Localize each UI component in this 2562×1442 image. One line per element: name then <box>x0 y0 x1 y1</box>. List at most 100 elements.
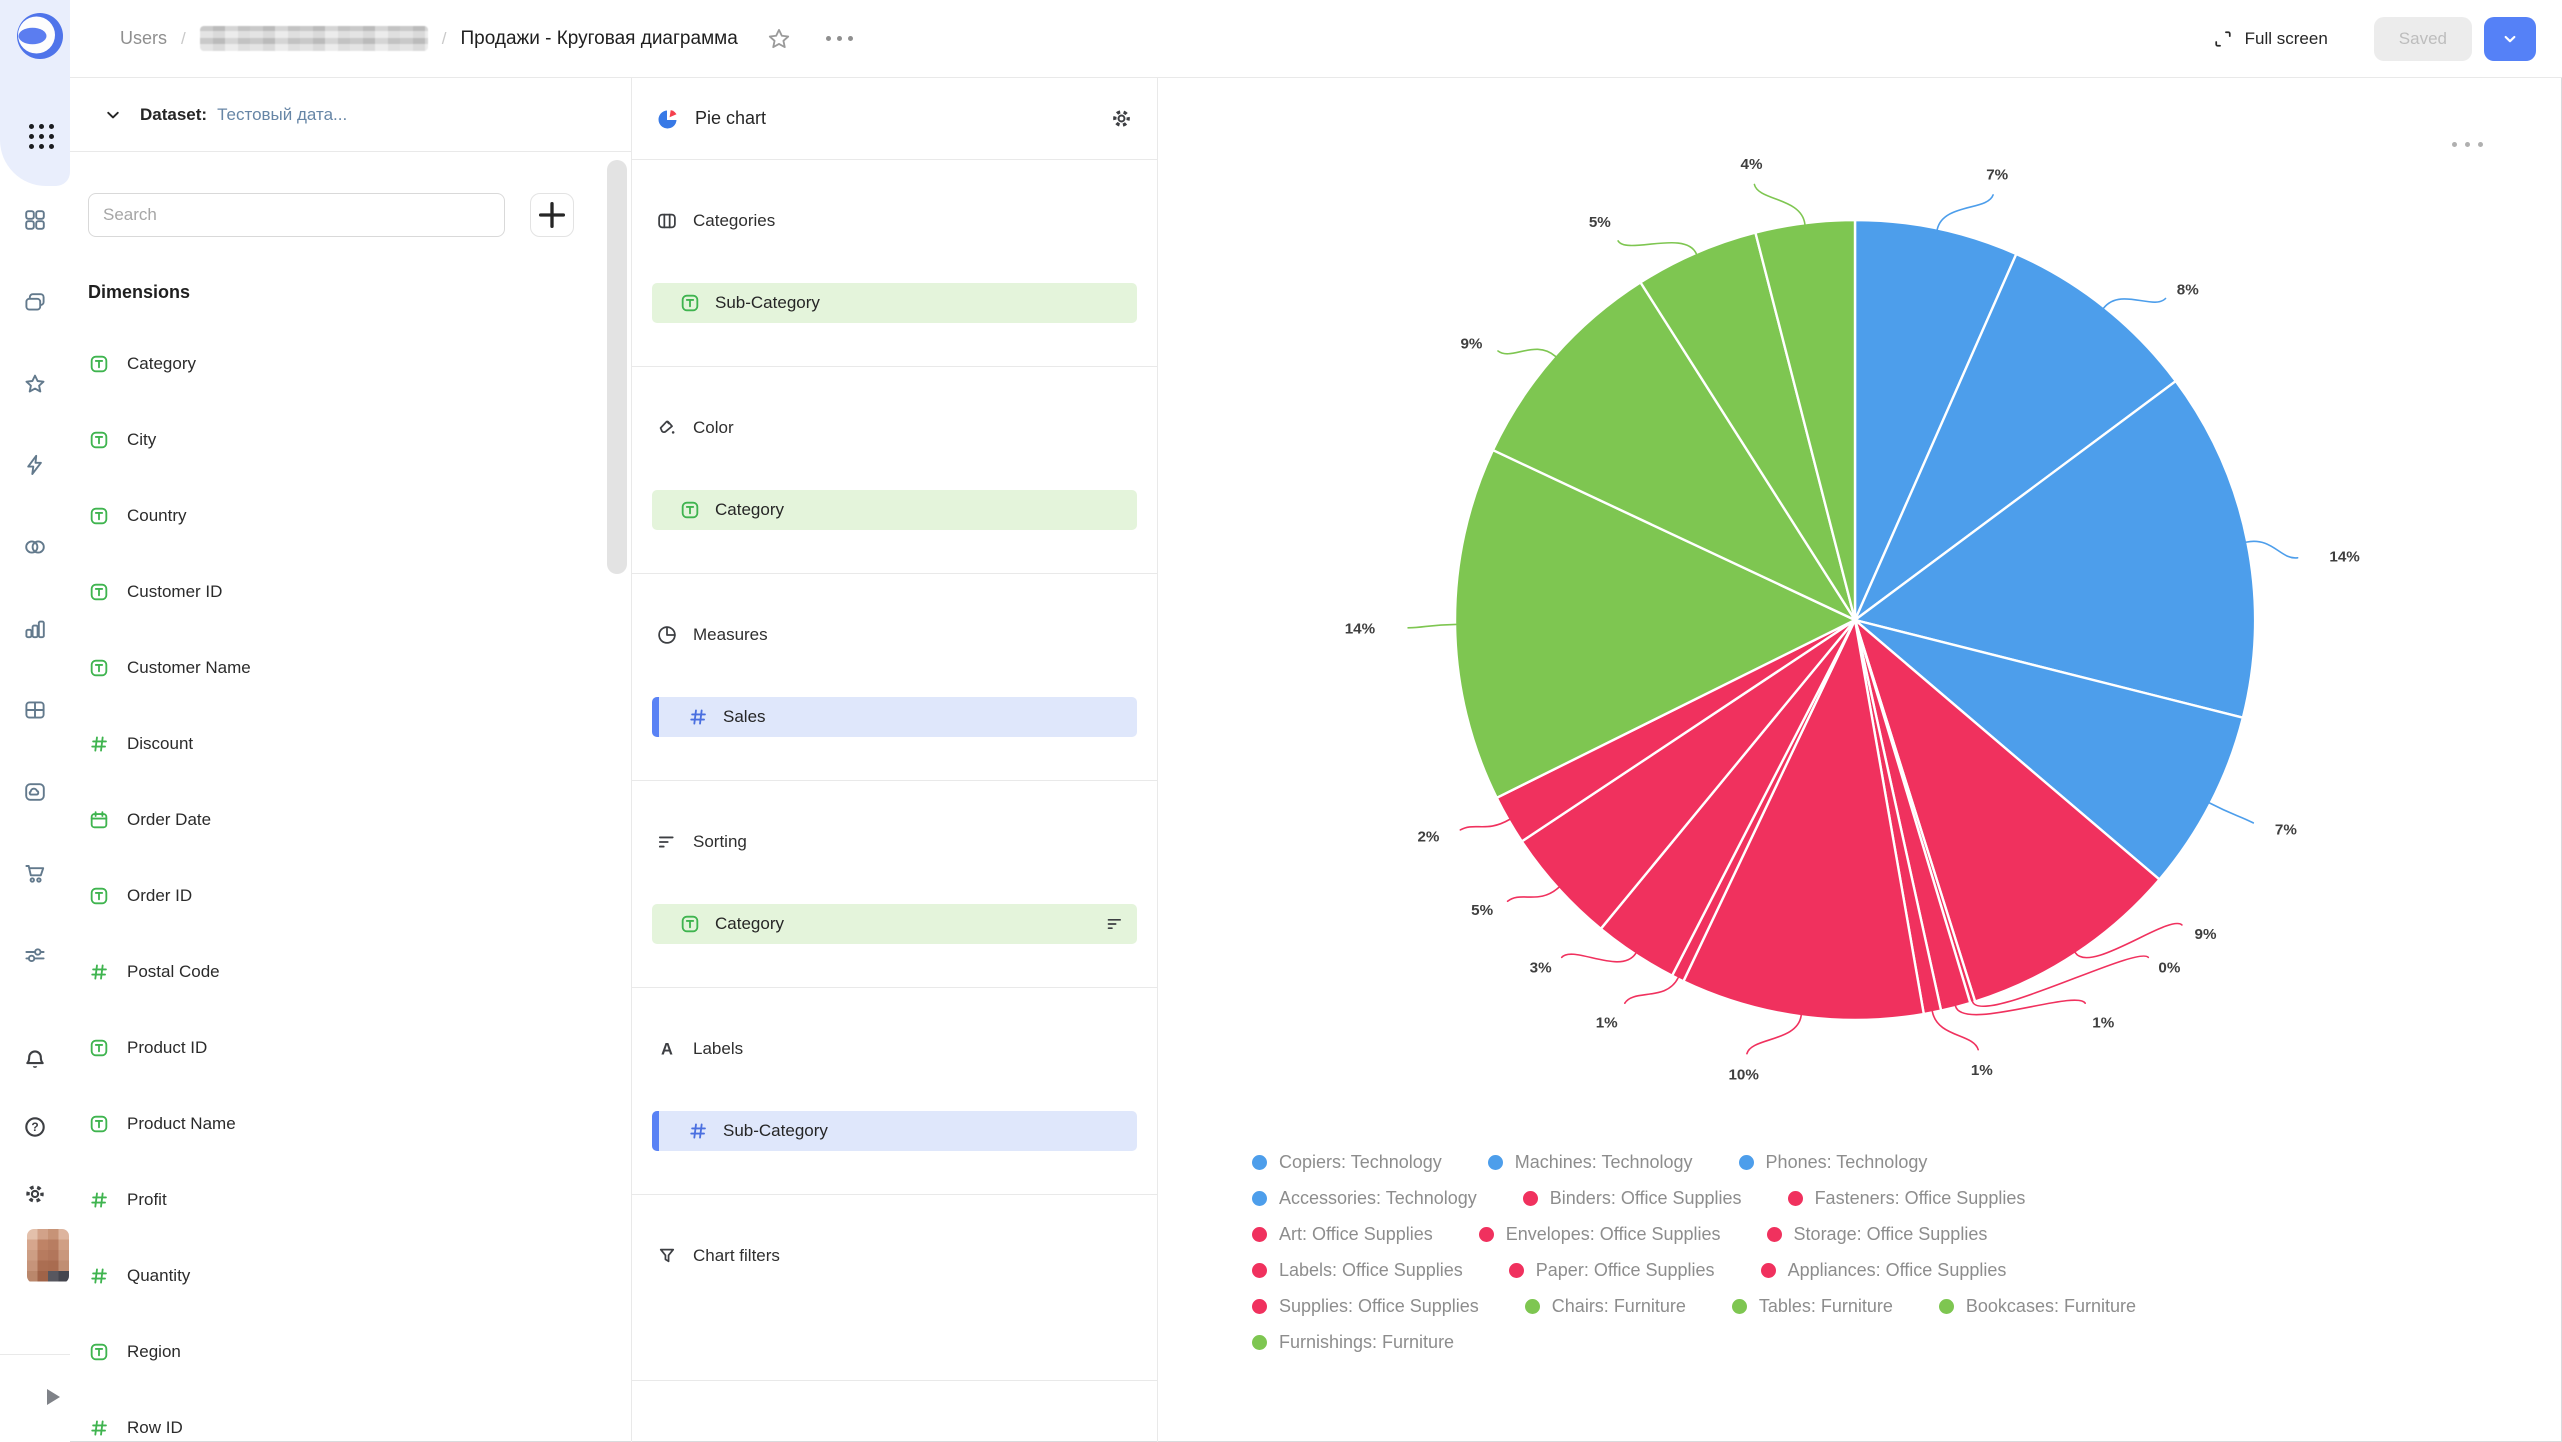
chart-config-panel: Pie chart Categories Sub-Category Color Cat… <box>632 78 1158 1442</box>
legend-item-tables[interactable]: Tables: Furniture <box>1731 1296 1893 1317</box>
legend-item-binders[interactable]: Binders: Office Supplies <box>1522 1188 1742 1209</box>
legend-dot-icon <box>1252 1190 1267 1206</box>
legend-item-supplies[interactable]: Supplies: Office Supplies <box>1252 1296 1479 1317</box>
sidebar-item-sliders-icon[interactable] <box>23 943 47 967</box>
legend-item-envelopes[interactable]: Envelopes: Office Supplies <box>1478 1224 1721 1245</box>
chart-menu-icon[interactable] <box>2452 142 2483 147</box>
dataset-field-country[interactable]: Country <box>88 504 187 528</box>
section-header: Measures <box>656 624 768 646</box>
section-header: Sorting <box>656 831 747 853</box>
legend-item-chairs[interactable]: Chairs: Furniture <box>1524 1296 1686 1317</box>
sidebar-help-icon[interactable]: ? <box>23 1115 47 1139</box>
percent-label-copiers: 7% <box>1986 167 2008 184</box>
number-field-icon <box>88 1265 110 1287</box>
dataset-field-city[interactable]: City <box>88 428 156 452</box>
sidebar-item-grid-icon[interactable] <box>23 208 47 232</box>
sort-order-icon[interactable] <box>1105 914 1125 934</box>
chevron-down-icon <box>2500 29 2520 49</box>
add-field-button[interactable] <box>530 193 574 237</box>
pie-chart-type-icon[interactable] <box>656 107 680 131</box>
legend-item-appliances[interactable]: Appliances: Office Supplies <box>1760 1260 2006 1281</box>
title-menu-icon[interactable] <box>825 36 853 41</box>
dataset-field-profit[interactable]: Profit <box>88 1188 167 1212</box>
legend-item-paper[interactable]: Paper: Office Supplies <box>1508 1260 1715 1281</box>
dataset-field-postal-code[interactable]: Postal Code <box>88 960 220 984</box>
columns-icon <box>656 210 678 232</box>
dataset-field-customer-name[interactable]: Customer Name <box>88 656 251 680</box>
dataset-field-discount[interactable]: Discount <box>88 732 193 756</box>
favorite-star-icon[interactable] <box>766 26 792 52</box>
chart-settings-gear-icon[interactable] <box>1110 107 1133 130</box>
config-section-chart-filters: Chart filters <box>632 1195 1157 1381</box>
legend-item-copiers[interactable]: Copiers: Technology <box>1252 1152 1442 1173</box>
sidebar-item-bar-chart-icon[interactable] <box>23 617 47 641</box>
field-pill-sub-category[interactable]: Sub-Category <box>652 1111 1137 1151</box>
dataset-field-category[interactable]: Category <box>88 352 196 376</box>
datalens-logo-icon[interactable] <box>16 12 64 60</box>
expand-rail-icon[interactable] <box>44 1387 62 1407</box>
legend-item-accessories[interactable]: Accessories: Technology <box>1252 1188 1477 1209</box>
field-pill-sub-category[interactable]: Sub-Category <box>652 283 1137 323</box>
dataset-field-order-date[interactable]: Order Date <box>88 808 211 832</box>
percent-label-envelopes: 1% <box>1971 1062 1993 1079</box>
field-pill-sales[interactable]: Sales <box>652 697 1137 737</box>
user-avatar[interactable] <box>27 1229 69 1283</box>
sidebar-gear-icon[interactable] <box>23 1182 47 1206</box>
dataset-field-product-name[interactable]: Product Name <box>88 1112 236 1136</box>
fullscreen-label: Full screen <box>2244 28 2328 48</box>
fullscreen-icon <box>2212 28 2234 50</box>
sidebar-item-star-icon[interactable] <box>23 372 47 396</box>
sidebar-item-folder-cloud-icon[interactable] <box>23 780 47 804</box>
string-field-icon <box>88 505 110 527</box>
percent-label-storage: 10% <box>1728 1066 1759 1083</box>
label-connector <box>1936 194 1994 231</box>
label-connector <box>1407 623 1457 629</box>
dataset-field-order-id[interactable]: Order ID <box>88 884 192 908</box>
percent-label-paper: 3% <box>1530 960 1552 977</box>
saved-button[interactable]: Saved <box>2373 16 2472 61</box>
dataset-field-product-id[interactable]: Product ID <box>88 1036 207 1060</box>
breadcrumb-blurred-item[interactable] <box>199 26 428 51</box>
label-connector <box>1506 886 1560 903</box>
sidebar-item-folders-icon[interactable] <box>23 290 47 314</box>
legend-item-bookcases[interactable]: Bookcases: Furniture <box>1938 1296 2136 1317</box>
sidebar-bell-icon[interactable] <box>23 1048 47 1072</box>
rail-bottom-strip <box>0 1354 70 1442</box>
legend-item-furnishings[interactable]: Furnishings: Furniture <box>1252 1332 1454 1353</box>
dataset-name-link[interactable]: Тестовый дата... <box>217 104 348 124</box>
legend-item-art[interactable]: Art: Office Supplies <box>1252 1224 1433 1245</box>
legend-dot-icon <box>1508 1262 1524 1278</box>
search-input[interactable] <box>88 193 505 237</box>
legend-item-fasteners[interactable]: Fasteners: Office Supplies <box>1787 1187 2026 1209</box>
dataset-scrollbar[interactable] <box>607 160 627 574</box>
field-pill-category[interactable]: Category <box>652 490 1137 530</box>
legend-item-phones[interactable]: Phones: Technology <box>1738 1152 1927 1173</box>
pill-label: Sales <box>723 707 766 726</box>
plus-icon <box>531 194 573 236</box>
dataset-field-region[interactable]: Region <box>88 1340 181 1364</box>
legend-row: Furnishings: Furniture <box>1252 1324 2562 1360</box>
fullscreen-button[interactable]: Full screen <box>2212 28 2328 50</box>
legend-label: Labels: Office Supplies <box>1279 1259 1463 1280</box>
legend-item-labels[interactable]: Labels: Office Supplies <box>1252 1260 1463 1281</box>
legend-label: Fasteners: Office Supplies <box>1814 1187 2026 1208</box>
config-section-color: Color Category <box>632 367 1157 574</box>
chevron-down-icon[interactable] <box>102 104 124 126</box>
legend-item-storage[interactable]: Storage: Office Supplies <box>1766 1224 1987 1245</box>
breadcrumb-users[interactable]: Users <box>120 28 168 48</box>
dataset-field-quantity[interactable]: Quantity <box>88 1264 190 1288</box>
save-dropdown-button[interactable] <box>2484 16 2536 61</box>
dataset-field-customer-id[interactable]: Customer ID <box>88 580 222 604</box>
sidebar-item-table-icon[interactable] <box>23 698 47 722</box>
string-field-icon <box>88 1037 110 1059</box>
sidebar-item-lightning-icon[interactable] <box>23 453 47 477</box>
apps-menu-icon[interactable] <box>29 124 55 150</box>
label-connector <box>1624 976 1679 1004</box>
legend-item-machines[interactable]: Machines: Technology <box>1487 1152 1693 1173</box>
section-label: Labels <box>693 1039 744 1058</box>
field-pill-category[interactable]: Category <box>652 904 1137 944</box>
sidebar-item-cart-icon[interactable] <box>23 861 47 885</box>
sidebar-item-datasets-icon[interactable] <box>23 535 47 559</box>
dataset-field-row-id[interactable]: Row ID <box>88 1416 183 1440</box>
